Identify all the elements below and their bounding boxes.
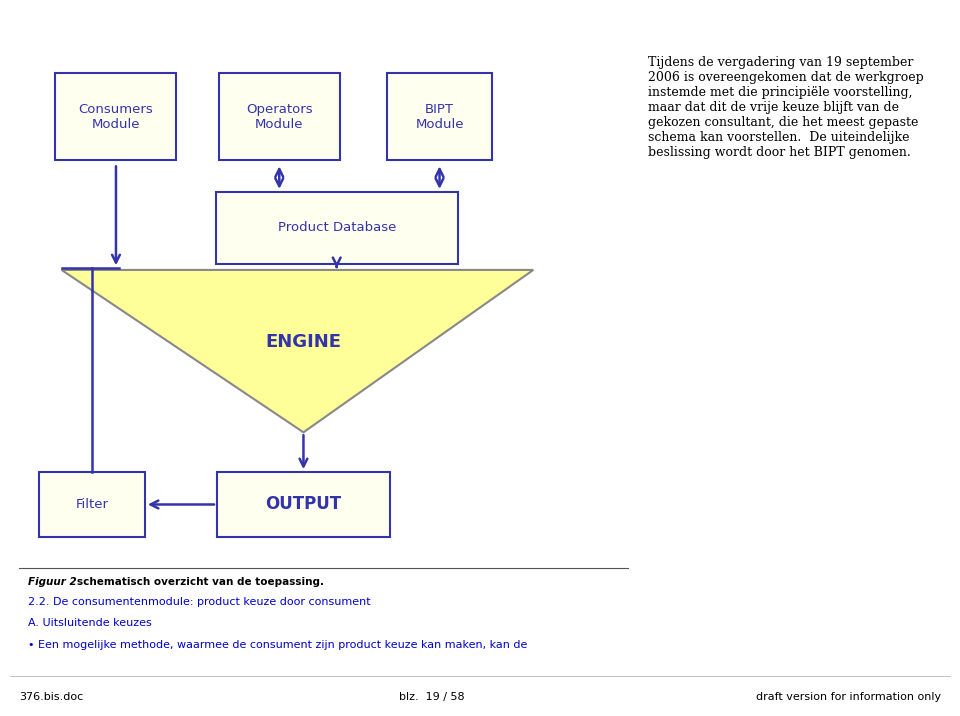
FancyBboxPatch shape [387,73,492,160]
Text: Figuur 2: Figuur 2 [29,577,77,587]
Text: Operators
Module: Operators Module [246,102,313,130]
Text: draft version for information only: draft version for information only [756,692,941,702]
FancyBboxPatch shape [219,73,340,160]
Text: 376.bis.doc: 376.bis.doc [19,692,84,702]
Text: Product Database: Product Database [277,221,396,234]
Text: Tijdens de vergadering van 19 september
2006 is overeengekomen dat de werkgroep
: Tijdens de vergadering van 19 september … [648,57,924,160]
Text: A. Uitsluitende keuzes: A. Uitsluitende keuzes [29,618,152,628]
Text: Filter: Filter [75,498,108,511]
Text: • Een mogelijke methode, waarmee de consument zijn product keuze kan maken, kan : • Een mogelijke methode, waarmee de cons… [29,640,528,650]
Text: schematisch overzicht van de toepassing.: schematisch overzicht van de toepassing. [77,577,324,587]
Text: OUTPUT: OUTPUT [265,495,342,513]
Text: BIPT
Module: BIPT Module [416,102,464,130]
Text: 2.2. De consumentenmodule: product keuze door consument: 2.2. De consumentenmodule: product keuze… [29,597,371,607]
Text: Consumers
Module: Consumers Module [79,102,154,130]
Text: ENGINE: ENGINE [266,333,342,351]
Text: blz.  19 / 58: blz. 19 / 58 [399,692,465,702]
FancyBboxPatch shape [216,192,458,264]
FancyBboxPatch shape [38,472,145,537]
Polygon shape [61,270,534,432]
FancyBboxPatch shape [217,472,390,537]
FancyBboxPatch shape [56,73,177,160]
